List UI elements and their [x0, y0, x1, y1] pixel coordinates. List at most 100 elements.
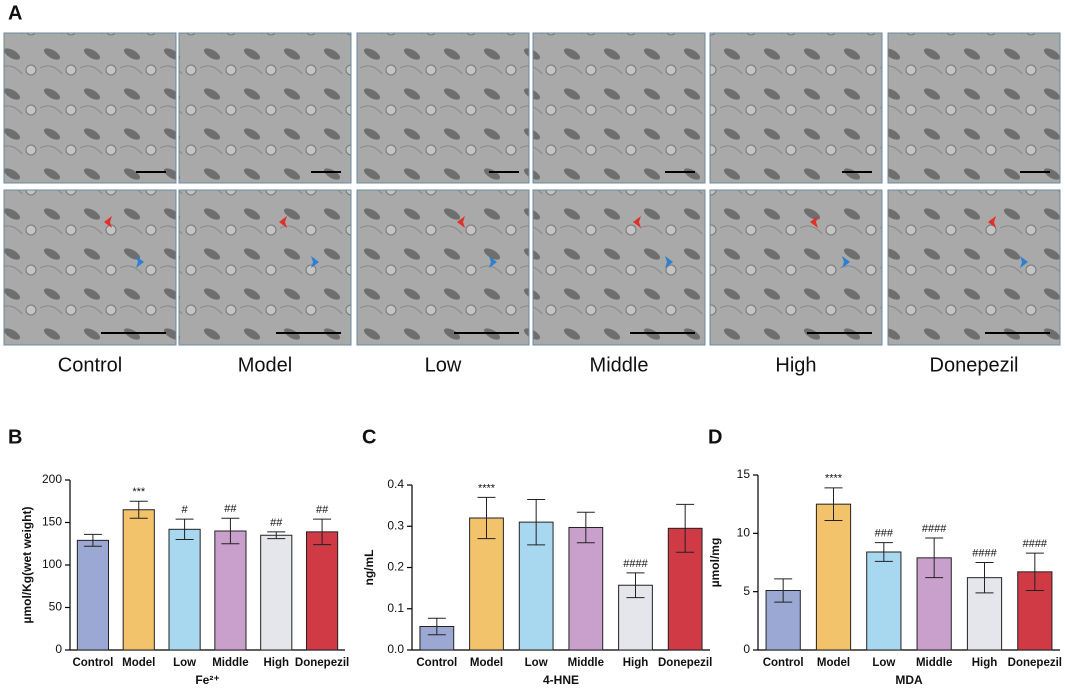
micrograph: [356, 189, 530, 346]
significance-label: ***: [132, 486, 146, 498]
x-tick-label: Donepezil: [295, 657, 349, 669]
significance-label: ###: [875, 528, 894, 540]
bar: [518, 521, 554, 651]
panel-label: C: [362, 426, 376, 448]
error-bar: [129, 500, 148, 519]
error-bar: [527, 498, 546, 546]
y-tick-label: 0.3: [387, 518, 404, 532]
x-tick-label: Middle: [568, 657, 604, 669]
arrowhead: [279, 216, 287, 228]
significance-label: ####: [623, 558, 648, 570]
micrograph: [887, 32, 1061, 184]
error-bar: [477, 496, 496, 540]
significance-label: ##: [270, 517, 283, 529]
x-tick-label: Control: [763, 657, 804, 669]
y-tick-label: 0.0: [387, 642, 404, 656]
y-tick-label: 0.2: [387, 560, 404, 574]
arrowhead: [1020, 256, 1028, 268]
arrowhead: [136, 256, 144, 268]
y-axis-label: µmol/Kg(wet weight): [20, 507, 34, 624]
error-bar: [221, 517, 240, 545]
arrowhead: [665, 256, 673, 268]
x-tick-label: High: [972, 657, 998, 669]
error-bar: [267, 531, 286, 540]
bar: [866, 551, 902, 651]
x-tick-label: Middle: [212, 657, 248, 669]
error-bar: [676, 503, 695, 553]
y-axis-label: µmol/mg: [708, 538, 722, 588]
bar: [568, 526, 604, 651]
bar: [815, 503, 852, 651]
x-tick-label: Model: [470, 657, 503, 669]
bar: [214, 530, 247, 651]
y-tick-label: 10: [737, 526, 751, 540]
error-bar: [175, 518, 194, 540]
error-bar: [313, 518, 332, 546]
significance-label: ****: [825, 473, 843, 485]
x-tick-label: Control: [416, 657, 457, 669]
x-tick-label: High: [623, 657, 649, 669]
x-tick-label: Middle: [916, 657, 952, 669]
significance-label: #: [182, 504, 189, 516]
y-tick-label: 0: [55, 642, 62, 656]
x-axis-label: Fe²⁺: [195, 673, 219, 687]
arrowhead: [457, 216, 465, 228]
x-tick-label: Low: [173, 657, 196, 669]
micrograph: [3, 189, 177, 346]
y-tick-label: 15: [737, 467, 751, 481]
micrograph: [709, 32, 883, 184]
x-tick-label: Low: [525, 657, 548, 669]
error-bar: [874, 542, 893, 562]
panel-label: B: [8, 426, 22, 448]
x-tick-label: Low: [872, 657, 895, 669]
y-tick-label: 0: [743, 642, 750, 656]
micrograph: [178, 32, 352, 184]
bar: [168, 528, 201, 651]
error-bar: [824, 487, 843, 521]
arrowhead: [311, 256, 319, 268]
error-bar: [925, 537, 944, 579]
error-bar: [975, 562, 994, 594]
y-tick-label: 50: [49, 600, 63, 614]
error-bar: [427, 617, 446, 636]
group-label: Control: [58, 354, 122, 376]
y-tick-label: 100: [42, 557, 62, 571]
group-label: Donepezil: [930, 354, 1019, 376]
arrowhead: [842, 256, 850, 268]
significance-label: ####: [922, 523, 947, 535]
error-bar: [774, 578, 793, 603]
y-tick-label: 0.4: [387, 477, 404, 491]
error-bar: [1025, 552, 1044, 591]
micrograph: [709, 189, 883, 346]
y-axis-label: ng/mL: [362, 550, 376, 586]
micrograph: [532, 32, 706, 184]
x-tick-label: Model: [817, 657, 850, 669]
error-bar: [576, 511, 595, 544]
group-label: High: [775, 354, 816, 376]
panel-label: D: [708, 426, 722, 448]
arrowhead: [810, 216, 818, 228]
group-label: Low: [425, 354, 462, 376]
micrograph: [356, 32, 530, 184]
group-label: Model: [238, 354, 292, 376]
bar: [469, 517, 504, 651]
x-tick-label: Control: [72, 657, 113, 669]
significance-label: ####: [1023, 538, 1048, 550]
arrowhead: [104, 216, 112, 228]
y-tick-label: 5: [743, 584, 750, 598]
x-tick-label: Donepezil: [1008, 657, 1062, 669]
x-axis-label: MDA: [895, 673, 923, 687]
micrograph: [3, 32, 177, 184]
x-tick-label: Donepezil: [658, 657, 712, 669]
bar: [122, 509, 155, 651]
x-tick-label: High: [263, 657, 289, 669]
arrowhead: [489, 256, 497, 268]
arrowhead: [988, 216, 996, 228]
micrograph: [532, 189, 706, 346]
error-bar: [626, 572, 645, 599]
arrowhead: [633, 216, 641, 228]
y-tick-label: 150: [42, 515, 62, 529]
y-tick-label: 200: [42, 472, 62, 486]
significance-label: ##: [316, 504, 329, 516]
